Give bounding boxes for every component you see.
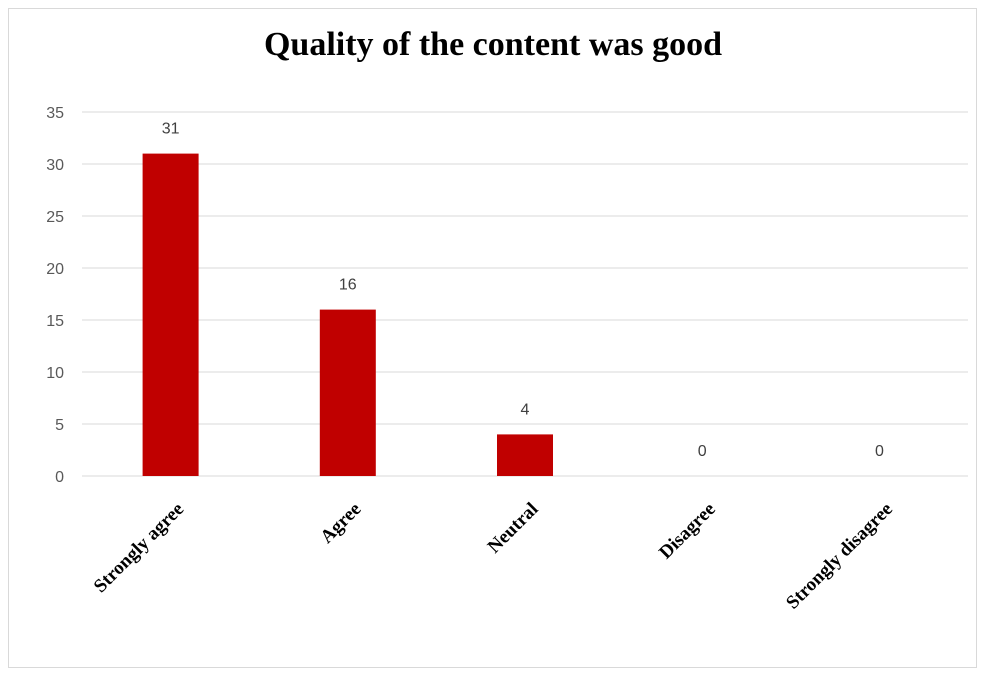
y-tick-label: 5 [55, 417, 64, 434]
y-axis-ticks: 0 5 10 15 20 25 30 35 [46, 105, 64, 486]
category-label: Neutral [484, 499, 543, 558]
bar [497, 434, 553, 476]
data-label: 16 [339, 277, 357, 294]
y-tick-label: 25 [46, 209, 64, 226]
y-tick-label: 30 [46, 157, 64, 174]
category-labels: Strongly agree Agree Neutral Disagree Strong… [90, 499, 897, 614]
bars [142, 153, 553, 476]
data-label: 0 [698, 443, 707, 460]
category-label: Agree [316, 499, 365, 548]
category-label: Disagree [655, 499, 720, 564]
data-labels: 31 16 4 0 0 [162, 121, 884, 460]
gridlines [82, 111, 968, 425]
y-tick-label: 20 [46, 261, 64, 278]
bar [319, 309, 376, 476]
category-label: Strongly agree [90, 499, 188, 597]
data-label: 0 [875, 443, 884, 460]
data-label: 4 [521, 401, 530, 418]
y-tick-label: 15 [46, 313, 64, 330]
y-tick-label: 35 [46, 105, 64, 122]
category-label: Strongly disagree [782, 499, 897, 614]
data-label: 31 [162, 121, 180, 138]
y-tick-label: 0 [55, 469, 64, 486]
y-tick-label: 10 [46, 365, 64, 382]
bar [142, 153, 199, 476]
chart-title: Quality of the content was good [263, 26, 723, 63]
